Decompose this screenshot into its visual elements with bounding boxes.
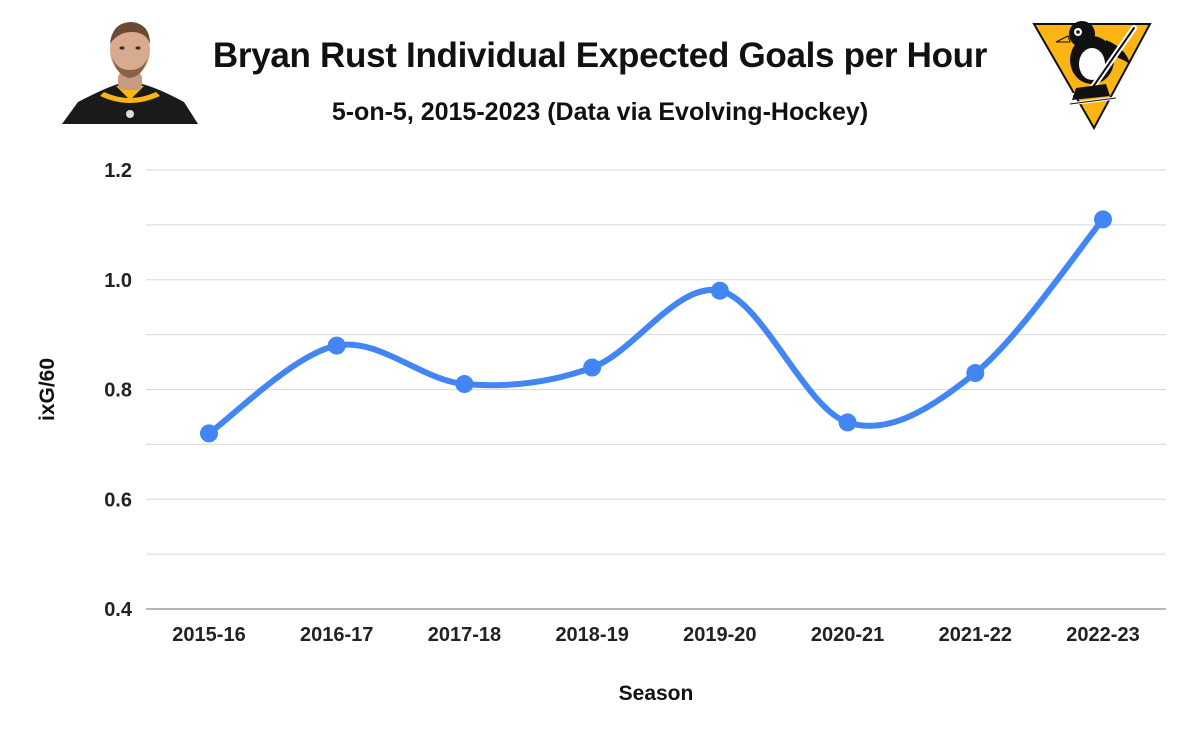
data-point xyxy=(838,413,857,432)
chart-title: Bryan Rust Individual Expected Goals per… xyxy=(212,36,988,75)
chart-subtitle: 5-on-5, 2015-2023 (Data via Evolving-Hoc… xyxy=(331,98,869,126)
player-photo xyxy=(62,22,198,124)
y-tick-label: 0.8 xyxy=(104,380,132,402)
y-axis-ticks: 0.4 0.6 0.8 1.0 1.2 xyxy=(104,160,133,621)
y-tick-label: 1.0 xyxy=(104,270,132,292)
data-point xyxy=(1094,210,1112,229)
x-tick-label: 2020-21 xyxy=(811,624,884,646)
x-axis-ticks: 2015-16 2016-17 2017-18 2018-19 2019-20 2020-… xyxy=(172,624,1139,646)
data-point xyxy=(455,375,474,394)
data-point xyxy=(200,424,218,443)
team-logo-icon xyxy=(1032,21,1152,130)
x-tick-label: 2017-18 xyxy=(428,624,501,646)
x-tick-label: 2018-19 xyxy=(555,624,628,646)
x-tick-label: 2022-23 xyxy=(1066,624,1139,646)
series-line xyxy=(206,216,1106,437)
y-tick-label: 0.6 xyxy=(104,489,132,511)
x-axis-title: Season xyxy=(619,682,694,705)
x-tick-label: 2021-22 xyxy=(939,624,1012,646)
data-point xyxy=(327,336,346,355)
x-tick-label: 2015-16 xyxy=(172,624,245,646)
data-point xyxy=(583,358,602,377)
data-point xyxy=(966,364,985,383)
x-tick-label: 2019-20 xyxy=(683,624,756,646)
grid-lines xyxy=(146,169,1166,610)
data-point xyxy=(710,281,729,300)
y-axis-title: ixG/60 xyxy=(36,358,59,421)
data-points xyxy=(200,210,1112,443)
y-tick-label: 1.2 xyxy=(104,160,132,182)
x-tick-label: 2016-17 xyxy=(300,624,373,646)
y-tick-label: 0.4 xyxy=(104,599,133,621)
